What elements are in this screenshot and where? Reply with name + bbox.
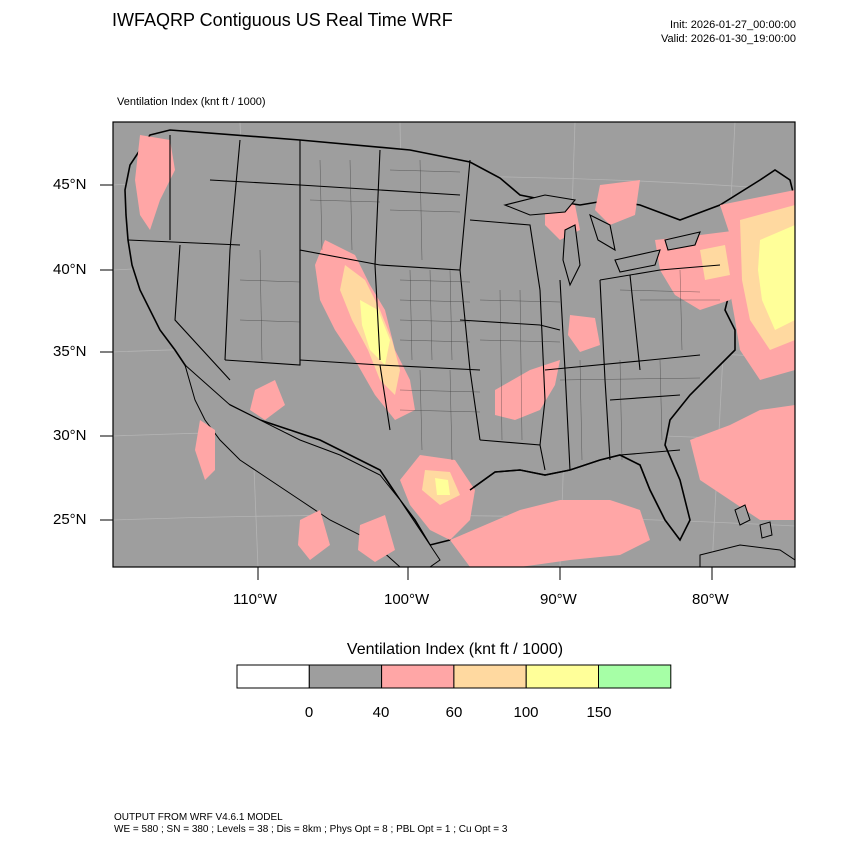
colorbar-tick-label-150: 150 xyxy=(586,704,612,721)
page-title: IWFAQRP Contiguous US Real Time WRF xyxy=(112,10,453,30)
init-time: Init: 2026-01-27_00:00:00 xyxy=(670,19,796,31)
lat-label-35: 35°N xyxy=(53,343,87,360)
colorbar-swatch xyxy=(381,664,455,689)
state-boundaries xyxy=(127,135,721,471)
lon-label-110: 110°W xyxy=(233,591,278,608)
lat-ticks xyxy=(100,184,113,521)
map-area xyxy=(113,122,795,567)
county-boundaries xyxy=(239,159,720,461)
lat-label-25: 25°N xyxy=(53,511,87,528)
colorbar-tick-label-40: 40 xyxy=(372,704,390,721)
colorbar-tick-label-0: 0 xyxy=(304,704,314,721)
lon-label-100: 100°W xyxy=(384,591,430,608)
caribbean-islands xyxy=(699,504,795,567)
colorbar-tick-label-60: 60 xyxy=(445,704,463,721)
footer-config-line: WE = 580 ; SN = 380 ; Levels = 38 ; Dis … xyxy=(114,824,508,835)
colorbar-title: Ventilation Index (knt ft / 1000) xyxy=(346,641,564,658)
lat-label-40: 40°N xyxy=(53,261,87,278)
colorbar xyxy=(236,664,672,689)
lat-label-30: 30°N xyxy=(53,427,87,444)
footer-model-line: OUTPUT FROM WRF V4.6.1 MODEL xyxy=(114,812,283,823)
mexico-land xyxy=(184,363,441,567)
colorbar-swatch xyxy=(308,664,383,689)
colorbar-swatch xyxy=(453,664,527,689)
colorbar-swatch xyxy=(236,664,310,689)
lon-ticks xyxy=(257,567,713,580)
colorbar-tick-label-100: 100 xyxy=(513,704,539,721)
lon-label-90: 90°W xyxy=(540,591,577,608)
lon-label-80: 80°W xyxy=(692,591,729,608)
great-lakes xyxy=(503,194,701,287)
map-subtitle: Ventilation Index (knt ft / 1000) xyxy=(117,96,266,108)
gulf-coastline xyxy=(469,454,681,541)
colorbar-swatch xyxy=(598,664,672,689)
lat-label-45: 45°N xyxy=(53,176,87,193)
valid-time: Valid: 2026-01-30_19:00:00 xyxy=(661,33,796,45)
ventilation-high-areas xyxy=(360,225,795,495)
map-frame xyxy=(112,121,796,568)
colorbar-swatch xyxy=(525,664,600,689)
